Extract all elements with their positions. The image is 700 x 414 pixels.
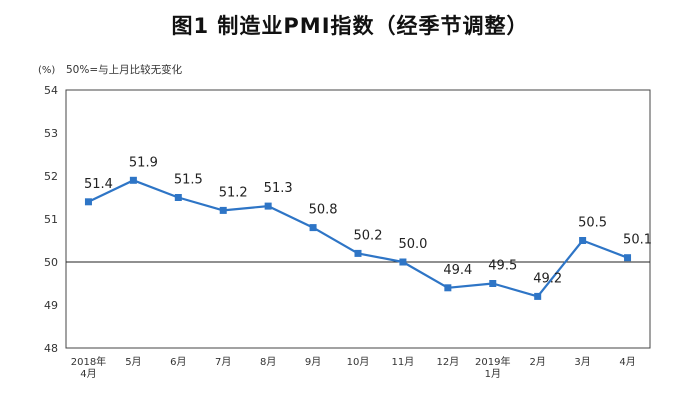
baseline-note: 50%=与上月比较无变化 [66, 63, 183, 76]
data-point [489, 280, 497, 287]
x-tick-line: 8月 [260, 356, 276, 368]
x-tick-label: 12月 [436, 356, 459, 368]
data-label: 51.4 [84, 177, 113, 192]
y-tick-label: 49 [44, 299, 58, 312]
data-point [444, 284, 452, 292]
x-tick-line: 12月 [436, 356, 459, 368]
x-tick-label: 7月 [215, 356, 231, 368]
x-tick-line: 7月 [215, 356, 231, 368]
x-tick-line: 6月 [170, 356, 186, 368]
data-label: 50.0 [398, 237, 427, 252]
data-label: 49.2 [533, 271, 562, 286]
y-unit-label: (%) [38, 65, 55, 76]
data-point [354, 249, 362, 257]
data-label: 51.9 [129, 155, 158, 170]
data-labels-group: 51.4 51.9 51.5 51.2 51.3 50.8 50.2 50.0 49.4 49.5… [84, 155, 652, 286]
data-label: 49.5 [488, 259, 517, 274]
x-tick-line: 9月 [305, 356, 321, 368]
data-point [534, 292, 542, 300]
x-tick-line: 10月 [347, 356, 370, 368]
data-point [399, 258, 407, 266]
data-point [624, 254, 632, 262]
y-tick-label: 52 [44, 170, 58, 183]
x-tick-label: 10月 [347, 356, 370, 368]
data-label: 51.3 [264, 181, 293, 196]
y-tick-label: 51 [44, 213, 58, 226]
data-label: 51.2 [219, 185, 248, 200]
x-tick-label: 2月 [530, 356, 546, 368]
x-tick-line: 4月 [619, 356, 635, 368]
data-label: 51.5 [174, 173, 203, 188]
data-label: 50.2 [354, 228, 383, 243]
x-tick-label: 11月 [392, 356, 415, 368]
y-axis-ticks: 48 49 50 51 52 53 54 [44, 84, 58, 355]
x-tick-line: 4月 [80, 368, 96, 380]
series-group [84, 176, 632, 300]
x-tick-line: 2018年 [71, 355, 106, 368]
x-tick-label: 2019年 1月 [475, 355, 510, 380]
x-tick-line: 1月 [485, 368, 501, 380]
x-tick-line: 2月 [530, 356, 546, 368]
y-tick-label: 53 [44, 127, 58, 140]
data-point [219, 206, 227, 214]
x-tick-label: 9月 [305, 356, 321, 368]
x-tick-label: 2018年 4月 [71, 355, 106, 380]
data-label: 50.1 [623, 233, 652, 248]
x-tick-line: 11月 [392, 356, 415, 368]
data-label: 49.4 [443, 263, 472, 278]
plot-area-frame [65, 89, 651, 349]
data-point [309, 224, 317, 232]
x-tick-line: 5月 [125, 356, 141, 368]
y-tick-label: 54 [44, 84, 58, 97]
data-point [84, 198, 92, 206]
y-tick-label: 50 [44, 256, 58, 269]
x-tick-label: 3月 [574, 356, 590, 368]
x-tick-line: 3月 [574, 356, 590, 368]
data-point [174, 194, 182, 201]
y-tick-label: 48 [44, 342, 58, 355]
data-point [129, 176, 137, 184]
x-tick-label: 4月 [619, 356, 635, 368]
data-label: 50.5 [578, 216, 607, 231]
chart-title: 图1 制造业PMI指数（经季节调整） [171, 14, 529, 38]
x-tick-label: 6月 [170, 356, 186, 368]
data-label: 50.8 [309, 203, 338, 218]
x-tick-line: 2019年 [475, 355, 510, 368]
data-point [579, 237, 587, 244]
x-tick-label: 8月 [260, 356, 276, 368]
data-point [264, 202, 272, 210]
x-tick-label: 5月 [125, 356, 141, 368]
